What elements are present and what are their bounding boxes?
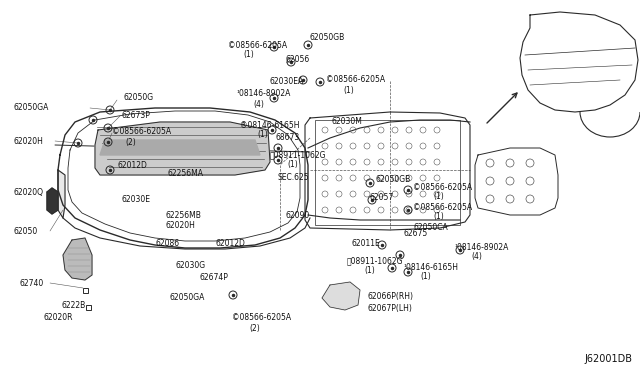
Bar	[86, 305, 90, 310]
Text: (4): (4)	[471, 253, 482, 262]
Text: 62011E: 62011E	[352, 240, 381, 248]
Text: SEC.625: SEC.625	[277, 173, 308, 183]
Text: (2): (2)	[125, 138, 136, 147]
Text: 62020Q: 62020Q	[13, 187, 43, 196]
Text: 62056: 62056	[285, 55, 309, 64]
Text: ®08146-6165H: ®08146-6165H	[240, 121, 300, 129]
Text: 62050CA: 62050CA	[413, 222, 448, 231]
Polygon shape	[322, 282, 360, 310]
Text: 62050GA: 62050GA	[170, 294, 205, 302]
Text: (1): (1)	[287, 160, 298, 170]
Text: ©08566-6205A: ©08566-6205A	[232, 314, 291, 323]
Text: ©08566-6205A: ©08566-6205A	[413, 183, 472, 192]
Text: 62090: 62090	[285, 211, 309, 219]
Text: (2): (2)	[249, 324, 260, 333]
Text: 68673: 68673	[275, 134, 300, 142]
Text: 62030G: 62030G	[175, 260, 205, 269]
Text: 62020R: 62020R	[43, 314, 72, 323]
Text: 62030E: 62030E	[122, 195, 151, 203]
Text: 62050GB: 62050GB	[310, 33, 345, 42]
Text: 62256MA: 62256MA	[168, 169, 204, 177]
Text: (1): (1)	[433, 192, 444, 202]
Polygon shape	[47, 188, 58, 214]
Text: (1): (1)	[257, 131, 268, 140]
Text: 62020H: 62020H	[13, 137, 43, 145]
Text: 62086: 62086	[155, 240, 179, 248]
Text: J62001DB: J62001DB	[584, 354, 632, 364]
Text: 62066P(RH): 62066P(RH)	[368, 292, 414, 301]
Polygon shape	[100, 140, 260, 155]
Text: (1): (1)	[343, 86, 354, 94]
Text: 62050G: 62050G	[124, 93, 154, 103]
Text: ¹08146-8902A: ¹08146-8902A	[236, 90, 291, 99]
Text: ©08566-6205A: ©08566-6205A	[326, 76, 385, 84]
Text: 62674P: 62674P	[200, 273, 229, 282]
Text: 62057: 62057	[370, 193, 394, 202]
Text: 62050GA: 62050GA	[13, 103, 49, 112]
Bar	[83, 288, 88, 292]
Text: Ⓜ08911-1062G: Ⓜ08911-1062G	[347, 257, 403, 266]
Text: (1): (1)	[420, 273, 431, 282]
Text: Ⓜ08911-1062G: Ⓜ08911-1062G	[270, 151, 326, 160]
Text: 62050: 62050	[13, 227, 37, 235]
Text: 6222B: 6222B	[62, 301, 86, 310]
Polygon shape	[95, 122, 270, 175]
Polygon shape	[58, 170, 65, 218]
Polygon shape	[63, 238, 92, 280]
Text: (1): (1)	[243, 51, 253, 60]
Text: 62030M: 62030M	[332, 118, 363, 126]
Text: 62050GB: 62050GB	[375, 176, 410, 185]
Text: 62012D: 62012D	[117, 160, 147, 170]
Text: 62030EA: 62030EA	[270, 77, 304, 86]
Text: (4): (4)	[253, 99, 264, 109]
Text: 62673P: 62673P	[122, 112, 151, 121]
Text: 62067P(LH): 62067P(LH)	[368, 305, 413, 314]
Text: 62675: 62675	[403, 228, 428, 237]
Bar	[315, 120, 460, 225]
Text: 62740: 62740	[20, 279, 44, 288]
Text: ¹08146-6165H: ¹08146-6165H	[403, 263, 458, 272]
Text: ¹08146-8902A: ¹08146-8902A	[454, 243, 508, 251]
Text: ©08566-6205A: ©08566-6205A	[112, 128, 171, 137]
Text: 62012D: 62012D	[215, 240, 245, 248]
Text: (1): (1)	[364, 266, 375, 276]
Text: 62256MB: 62256MB	[166, 211, 202, 219]
Text: (1): (1)	[433, 212, 444, 221]
Text: ©08566-6205A: ©08566-6205A	[413, 202, 472, 212]
Text: ©08566-6205A: ©08566-6205A	[228, 41, 287, 49]
Text: 62020H: 62020H	[166, 221, 196, 230]
